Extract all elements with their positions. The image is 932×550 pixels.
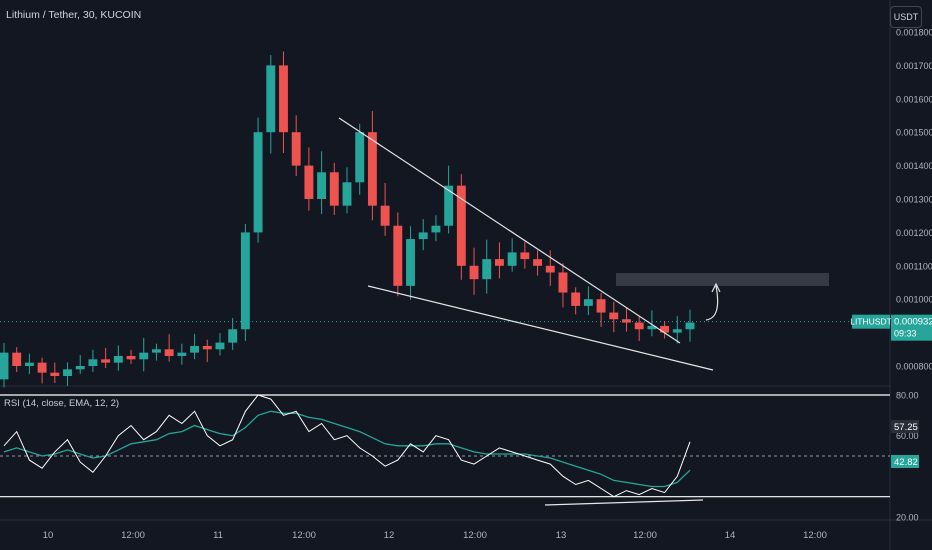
symbol-tag-text: LITHUSDT [850,317,892,327]
candle-body [152,349,161,352]
candle-body [279,65,288,132]
candle-body [571,293,580,306]
rsi-label[interactable]: RSI (14, close, EMA, 12, 2) [4,398,119,409]
candle-body [457,186,466,266]
candle-body [190,346,199,353]
time-tick-label: 10 [43,530,54,541]
rsi-value-text: 57.25 [894,422,918,433]
candle-body [216,343,225,350]
candle-body [444,186,453,226]
time-tick-label: 13 [556,530,567,541]
candle-body [393,226,402,286]
candle-body [228,329,237,342]
time-tick-label: 11 [213,530,223,541]
candle-body [508,252,517,265]
candle-body [686,323,695,330]
ema-value-text: 42.82 [894,457,918,468]
candle-body [241,232,250,329]
candle-body [88,359,97,366]
candle-body [495,259,504,266]
time-tick-label: 12:00 [633,530,657,541]
candle-body [559,272,568,292]
candle-body [533,259,542,266]
candle-body [520,252,529,259]
time-tick-label: 12:00 [292,530,316,541]
candle-body [546,266,555,273]
candle-body [355,132,364,182]
candle-body [330,172,339,205]
candle-body [635,323,644,330]
symbol-title[interactable]: Lithium / Tether, 30, KUCOIN [6,9,141,21]
candle-body [63,369,72,376]
candle-body [673,329,682,332]
candle-body [584,299,593,306]
candle-body [76,366,85,369]
time-tick-label: 12:00 [463,530,487,541]
candle-body [660,326,669,333]
candle-body [266,65,275,132]
candle-body [482,259,491,279]
price-tick-label: 0.0008000 [896,362,932,372]
candle-body [0,353,8,380]
rsi-tick-upper: 80.00 [896,391,919,401]
candle-body [12,353,21,366]
candle-body [254,132,263,232]
time-tick-label: 12:00 [803,530,827,541]
time-tick-label: 14 [725,530,736,541]
candle-body [127,356,136,359]
candle-body [419,232,428,239]
candle-body [304,166,313,199]
candle-body [431,226,440,233]
candle-body [292,132,301,165]
time-tick-label: 12 [384,530,395,541]
candle-body [597,299,606,312]
time-tick-label: 12:00 [121,530,145,541]
candle-body [609,313,618,320]
target-box[interactable] [616,273,829,286]
candle-body [622,319,631,322]
rsi-tick-lower: 20.00 [896,513,919,523]
candle-body [381,206,390,226]
candle-body [165,349,174,356]
candle-body [203,346,212,349]
candle-body [25,363,34,366]
candle-body [470,266,479,279]
price-tag-value: 0.0009327 [894,317,932,328]
currency-button[interactable]: USDT [890,6,922,28]
candle-body [38,363,47,373]
candle-body [101,359,110,362]
candle-body [50,373,59,376]
candle-body [368,132,377,205]
candle-body [406,239,415,286]
candle-body [317,172,326,199]
candle-body [139,353,148,360]
candle-body [114,356,123,363]
candle-body [343,182,352,205]
candle-body [177,353,186,356]
price-tag-countdown: 09:33 [894,329,917,339]
